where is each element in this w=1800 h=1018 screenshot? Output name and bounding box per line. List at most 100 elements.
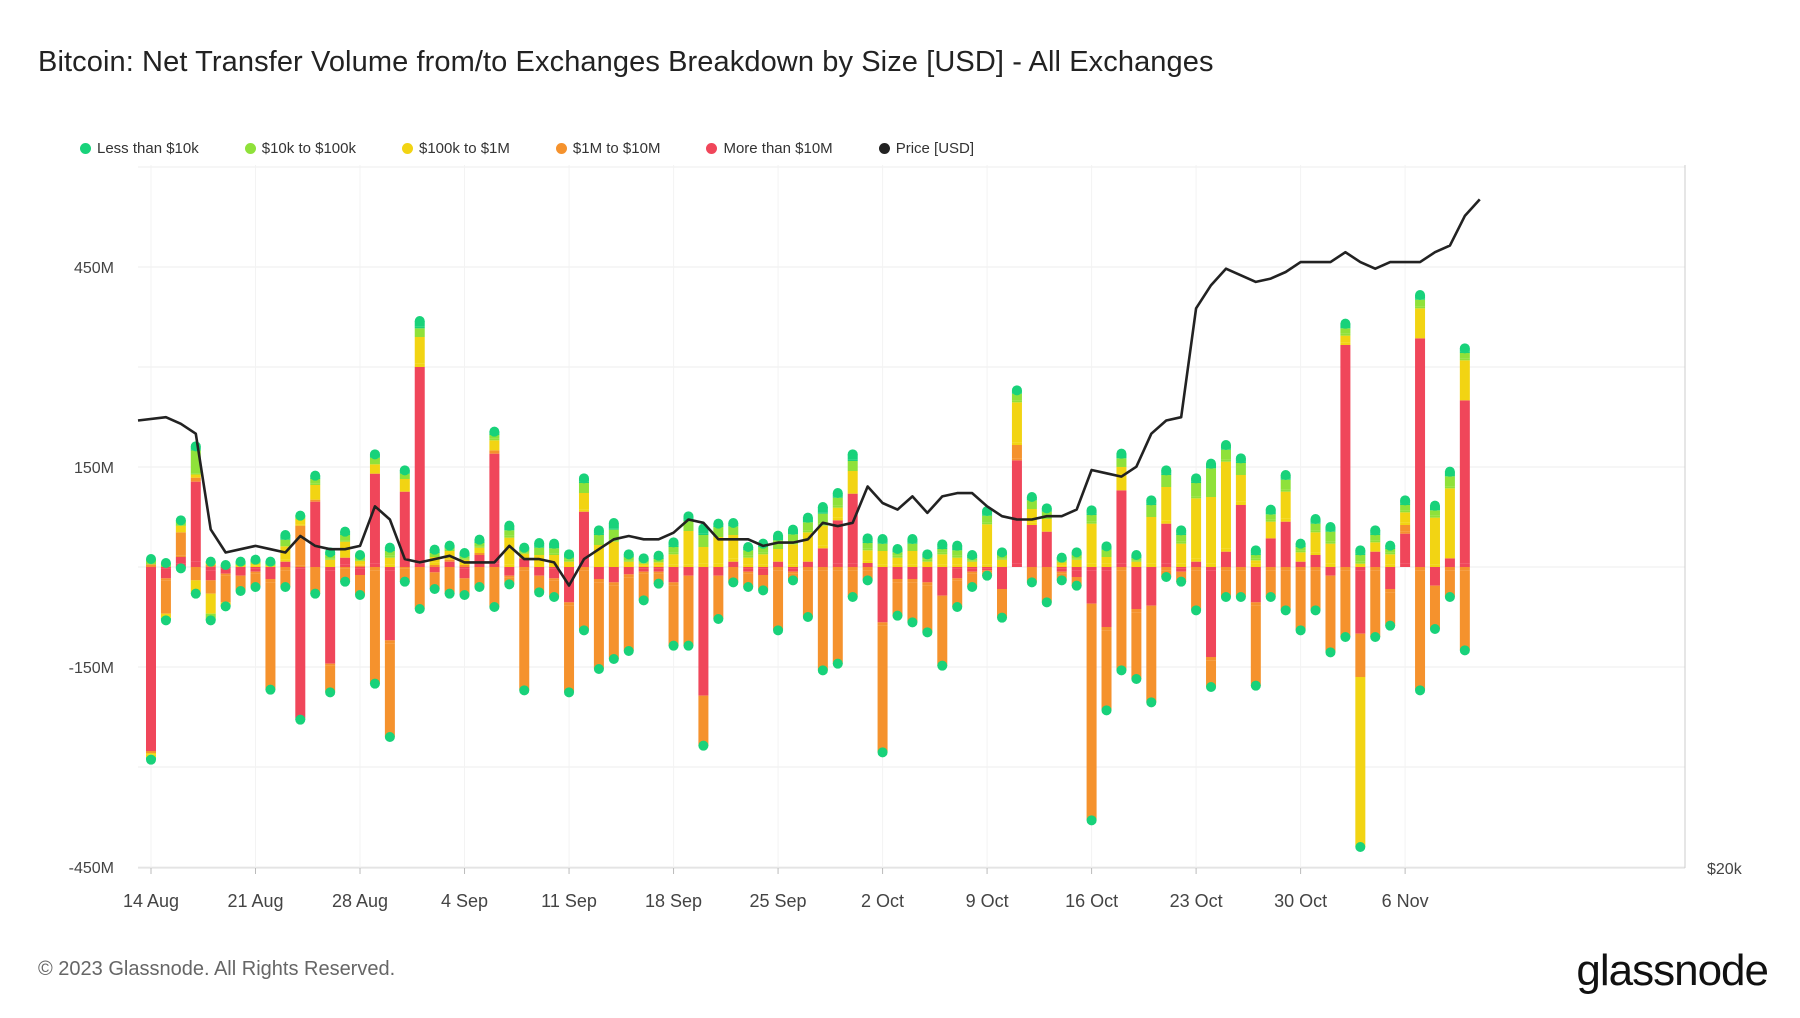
- bar-cap: [160, 615, 171, 626]
- bar-segment: [638, 568, 649, 572]
- bar-segment: [802, 532, 813, 559]
- bar-cap: [1310, 514, 1321, 524]
- legend-item-more-than-10m[interactable]: More than $10M: [706, 140, 833, 157]
- bar-stack: [743, 542, 754, 592]
- bar-segment: [638, 571, 649, 574]
- bar-cap: [280, 530, 291, 540]
- bar-segment: [399, 477, 410, 479]
- bar-segment: [817, 567, 828, 571]
- bar-segment: [802, 567, 813, 571]
- bar-segment: [146, 567, 156, 571]
- bar-segment: [593, 579, 604, 583]
- bar-segment: [1325, 563, 1336, 567]
- bar-segment: [1370, 549, 1381, 552]
- bar-segment: [743, 555, 754, 558]
- bar-segment: [1056, 568, 1067, 572]
- bar-cap: [1206, 682, 1217, 692]
- legend-item-100k-to-1m[interactable]: $100k to $1M: [402, 140, 510, 157]
- bar-segment: [190, 477, 201, 482]
- bar-cap: [534, 538, 545, 548]
- bar-segment: [937, 595, 948, 599]
- bar-stack: [1235, 453, 1246, 602]
- bar-stack: [459, 548, 470, 600]
- bar-segment: [519, 552, 530, 554]
- bar-segment: [593, 545, 604, 565]
- bar-segment: [1355, 633, 1366, 637]
- bar-cap: [1235, 453, 1246, 464]
- bar-segment: [862, 565, 873, 567]
- bar-segment: [340, 564, 351, 567]
- bar-segment: [295, 525, 306, 566]
- bar-cap: [997, 612, 1008, 623]
- bar-segment: [1086, 521, 1097, 524]
- bar-segment: [1026, 522, 1037, 525]
- bar-segment: [340, 535, 351, 541]
- bar-cap: [847, 449, 858, 460]
- bar-segment: [1206, 660, 1217, 687]
- bar-segment: [593, 543, 604, 545]
- legend-item-price[interactable]: Price [USD]: [878, 140, 974, 157]
- legend-item-10k-to-100k[interactable]: $10k to $100k: [244, 140, 356, 157]
- bar-stack: [1385, 540, 1396, 631]
- bar-segment: [608, 529, 619, 540]
- bar-segment: [713, 569, 724, 576]
- bar-segment: [564, 559, 575, 562]
- bar-segment: [1161, 520, 1172, 524]
- bar-segment: [997, 567, 1008, 569]
- bar-stack: [1265, 504, 1276, 602]
- bar-segment: [877, 625, 888, 753]
- bar-stack: [638, 553, 649, 606]
- bar-segment: [1235, 473, 1246, 475]
- bar-segment: [414, 335, 425, 337]
- bar-segment: [160, 580, 171, 614]
- bar-segment: [429, 565, 440, 567]
- bar-segment: [1116, 563, 1127, 567]
- bar-segment: [1385, 592, 1396, 626]
- bar-segment: [280, 567, 291, 571]
- bar-segment: [922, 565, 933, 567]
- legend-item-1m-to-10m[interactable]: $1M to $10M: [555, 140, 660, 157]
- bar-segment: [1429, 569, 1440, 586]
- bar-segment: [250, 571, 261, 574]
- bar-segment: [728, 569, 739, 583]
- bar-segment: [1191, 561, 1202, 565]
- bar-segment: [892, 557, 903, 565]
- bar-segment: [1459, 358, 1470, 361]
- bar-stack: [847, 449, 858, 602]
- bar-cap: [668, 640, 679, 651]
- bar-segment: [310, 483, 321, 485]
- bar-segment: [683, 531, 694, 565]
- legend-item-less-than-10k[interactable]: Less than $10k: [80, 140, 199, 157]
- bar-segment: [847, 567, 858, 571]
- bar-stack: [877, 534, 888, 758]
- bar-segment: [817, 525, 828, 546]
- bar-segment: [1265, 538, 1276, 565]
- bar-segment: [1146, 563, 1157, 567]
- bar-segment: [698, 545, 709, 547]
- bar-cap: [1250, 545, 1261, 556]
- bar-segment: [1041, 517, 1052, 519]
- bar-segment: [1131, 565, 1142, 567]
- bar-segment: [1146, 569, 1157, 606]
- bar-segment: [787, 571, 798, 574]
- bar-segment: [399, 565, 410, 567]
- bar-segment: [1191, 483, 1202, 497]
- bar-cap: [1265, 592, 1276, 602]
- bar-segment: [922, 559, 933, 562]
- bar-segment: [967, 571, 978, 574]
- bar-segment: [1459, 353, 1470, 359]
- bar-segment: [937, 567, 948, 569]
- bar-segment: [1161, 487, 1172, 521]
- bar-segment: [847, 459, 858, 461]
- bar-segment: [758, 552, 769, 555]
- bar-stack: [773, 530, 784, 636]
- bar-stack: [1131, 550, 1142, 684]
- bar-segment: [325, 567, 336, 571]
- bar-segment: [728, 558, 739, 562]
- bar-segment: [1131, 560, 1142, 562]
- bar-stack: [325, 547, 336, 698]
- bar-segment: [519, 565, 530, 567]
- bar-stack: [160, 558, 171, 626]
- bar-segment: [1026, 565, 1037, 567]
